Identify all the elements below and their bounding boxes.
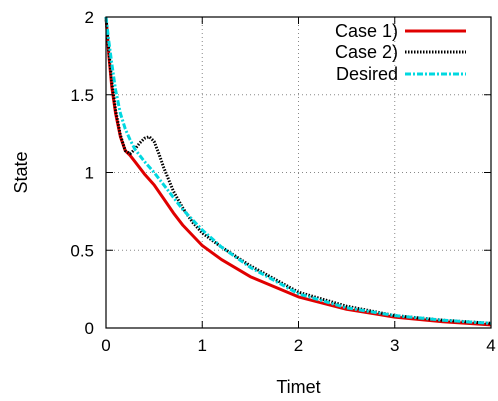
y-tick-label: 1 (85, 164, 94, 183)
series-line-1 (104, 16, 492, 327)
x-axis-label: Timet (276, 377, 320, 397)
y-tick-label: 0 (85, 319, 94, 338)
x-tick-label: 0 (101, 336, 110, 355)
legend-label-1: Case 1) (335, 21, 398, 41)
legend: Case 1)Case 2)Desired (335, 21, 466, 84)
y-tick-label: 1.5 (70, 86, 94, 105)
x-tick-label: 1 (198, 336, 207, 355)
legend-label-3: Desired (336, 64, 398, 84)
y-tick-label: 0.5 (70, 241, 94, 260)
legend-label-2: Case 2) (335, 42, 398, 62)
x-tick-label: 4 (486, 336, 495, 355)
y-axis-label: State (11, 151, 31, 193)
series-group (104, 16, 492, 327)
axis-ticks: 0 1 2 3 4 0 0.5 1 1.5 2 (70, 8, 495, 355)
series-line-3 (104, 16, 492, 325)
x-tick-label: 3 (390, 336, 399, 355)
series-line-2 (104, 16, 492, 325)
x-tick-label: 2 (294, 336, 303, 355)
y-tick-label: 2 (85, 8, 94, 27)
grid-lines (106, 17, 491, 328)
